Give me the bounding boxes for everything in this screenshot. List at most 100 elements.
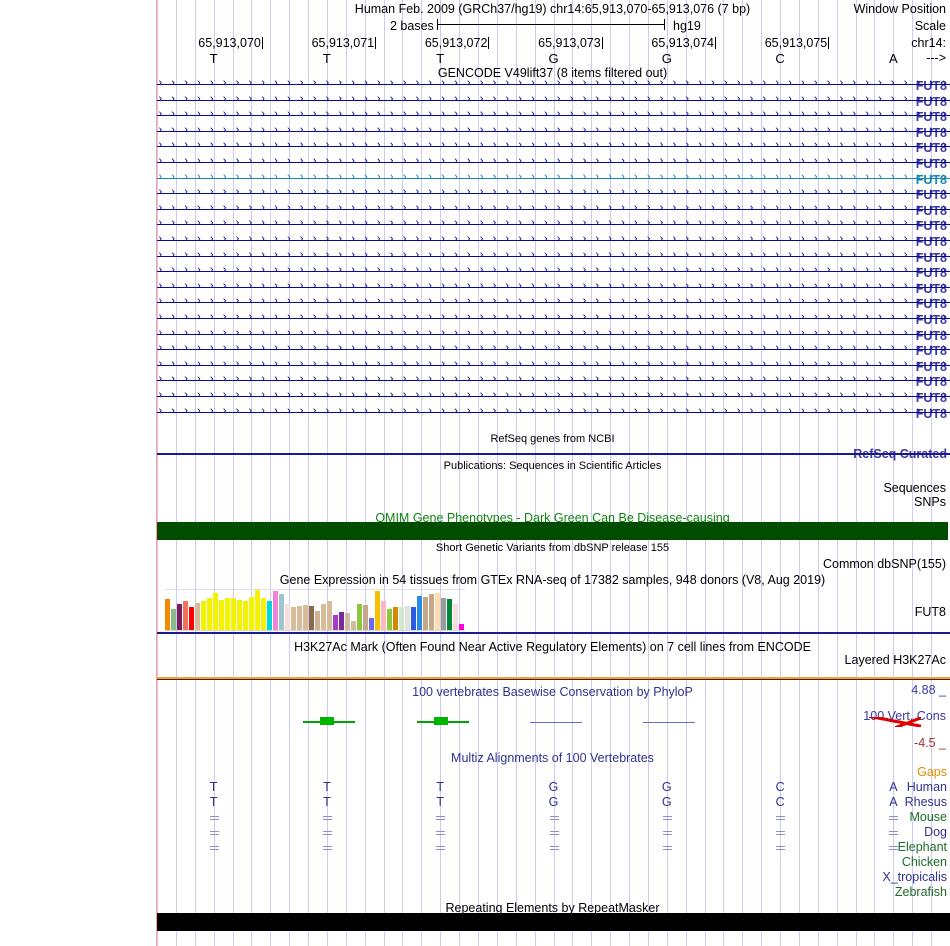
gencode-gene-label[interactable]: FUT8 (915, 204, 947, 218)
gtex-tissue-bar[interactable] (453, 604, 458, 631)
gencode-gene-label[interactable]: FUT8 (915, 219, 947, 233)
gencode-gene-label[interactable]: FUT8 (915, 360, 947, 374)
gtex-tissue-bar[interactable] (417, 596, 422, 631)
dbsnp-label[interactable]: Common dbSNP(155) (823, 557, 946, 571)
gencode-gene-feature[interactable]: › › › › › › › › › › › › › › › › › › › › › › › › › › › › › › › › › › › › › › › ›… (157, 156, 950, 168)
gencode-gene-label[interactable]: FUT8 (915, 79, 947, 93)
h3k27ac-signal-baseline[interactable] (157, 677, 950, 679)
gtex-tissue-bar[interactable] (207, 598, 212, 631)
gencode-gene-feature[interactable]: › › › › › › › › › › › › › › › › › › › › › › › › › › › › › › › › › › › › › › › ›… (157, 296, 950, 308)
gtex-tissue-bar[interactable] (195, 603, 200, 631)
gencode-gene-feature[interactable]: › › › › › › › › › › › › › › › › › › › › › › › › › › › › › › › › › › › › › › › ›… (157, 187, 950, 199)
gtex-tissue-bar[interactable] (369, 618, 374, 631)
gencode-gene-feature[interactable]: › › › › › › › › › › › › › › › › › › › › › › › › › › › › › › › › › › › › › › › ›… (157, 406, 950, 418)
gencode-gene-label[interactable]: FUT8 (915, 407, 947, 421)
omim-feature-bar[interactable] (157, 522, 948, 540)
gtex-tissue-bar[interactable] (267, 601, 272, 631)
gtex-tissue-bar[interactable] (327, 601, 332, 631)
gtex-tissue-bar[interactable] (429, 594, 434, 631)
gtex-tissue-bar[interactable] (411, 607, 416, 631)
multiz-gaps-label[interactable]: Gaps (917, 765, 947, 779)
gencode-gene-feature[interactable]: › › › › › › › › › › › › › › › › › › › › › › › › › › › › › › › › › › › › › › › ›… (157, 281, 950, 293)
gencode-gene-label[interactable]: FUT8 (915, 173, 947, 187)
gtex-tissue-bar[interactable] (261, 598, 266, 631)
gencode-gene-feature[interactable]: › › › › › › › › › › › › › › › › › › › › › › › › › › › › › › › › › › › › › › › ›… (157, 374, 950, 386)
gtex-tissue-bar[interactable] (297, 606, 302, 631)
publications-sequences-label[interactable]: Sequences (883, 481, 946, 495)
gencode-gene-feature[interactable]: › › › › › › › › › › › › › › › › › › › › › › › › › › › › › › › › › › › › › › › ›… (157, 78, 950, 90)
gtex-tissue-bar[interactable] (291, 607, 296, 631)
gencode-gene-feature[interactable]: › › › › › › › › › › › › › › › › › › › › › › › › › › › › › › › › › › › › › › › ›… (157, 125, 950, 137)
gencode-gene-label[interactable]: FUT8 (915, 344, 947, 358)
publications-snps-label[interactable]: SNPs (914, 495, 946, 509)
gtex-tissue-bar[interactable] (201, 601, 206, 631)
gencode-gene-label[interactable]: FUT8 (915, 297, 947, 311)
conservation-signal-plot[interactable] (157, 681, 950, 749)
gencode-gene-feature[interactable]: › › › › › › › › › › › › › › › › › › › › › › › › › › › › › › › › › › › › › › › ›… (157, 140, 950, 152)
multiz-species-label[interactable]: Dog (924, 825, 947, 839)
gencode-gene-feature[interactable]: › › › › › › › › › › › › › › › › › › › › › › › › › › › › › › › › › › › › › › › ›… (157, 172, 950, 184)
gtex-tissue-bar[interactable] (357, 604, 362, 631)
gtex-tissue-bar[interactable] (351, 621, 356, 631)
gtex-tissue-bar[interactable] (423, 597, 428, 631)
gencode-gene-feature[interactable]: › › › › › › › › › › › › › › › › › › › › › › › › › › › › › › › › › › › › › › › ›… (157, 390, 950, 402)
multiz-species-label[interactable]: Human (906, 780, 947, 794)
gencode-gene-label[interactable]: FUT8 (915, 329, 947, 343)
gencode-gene-label[interactable]: FUT8 (915, 266, 947, 280)
multiz-species-label[interactable]: Rhesus (904, 795, 947, 809)
gencode-gene-label[interactable]: FUT8 (915, 313, 947, 327)
h3k27ac-label[interactable]: Layered H3K27Ac (844, 653, 946, 667)
gtex-tissue-bar[interactable] (273, 591, 278, 631)
gencode-gene-label[interactable]: FUT8 (915, 375, 947, 389)
gtex-tissue-bar[interactable] (171, 609, 176, 631)
gtex-tissue-bar[interactable] (333, 615, 338, 631)
multiz-species-label[interactable]: X_tropicalis (882, 870, 947, 884)
gencode-gene-feature[interactable]: › › › › › › › › › › › › › › › › › › › › › › › › › › › › › › › › › › › › › › › ›… (157, 312, 950, 324)
gencode-gene-feature[interactable]: › › › › › › › › › › › › › › › › › › › › › › › › › › › › › › › › › › › › › › › ›… (157, 109, 950, 121)
repeatmasker-feature-bar[interactable] (157, 913, 950, 931)
multiz-species-label[interactable]: Chicken (901, 855, 947, 869)
gencode-gene-label[interactable]: FUT8 (915, 391, 947, 405)
gtex-tissue-bar[interactable] (249, 597, 254, 631)
multiz-species-label[interactable]: Zebrafish (894, 885, 947, 899)
gtex-tissue-bar[interactable] (375, 591, 380, 631)
gtex-tissue-bar[interactable] (213, 593, 218, 631)
gtex-tissue-bar[interactable] (183, 601, 188, 631)
gtex-tissue-bar[interactable] (315, 611, 320, 631)
gtex-tissue-bar[interactable] (177, 604, 182, 631)
gtex-tissue-bar[interactable] (279, 594, 284, 631)
gtex-tissue-bar[interactable] (231, 598, 236, 631)
gtex-tissue-bar[interactable] (321, 604, 326, 631)
gencode-gene-feature[interactable]: › › › › › › › › › › › › › › › › › › › › › › › › › › › › › › › › › › › › › › › ›… (157, 328, 950, 340)
gtex-tissue-bar[interactable] (225, 598, 230, 631)
gencode-gene-feature[interactable]: › › › › › › › › › › › › › › › › › › › › › › › › › › › › › › › › › › › › › › › ›… (157, 234, 950, 246)
gtex-tissue-bar[interactable] (441, 598, 446, 631)
gtex-tissue-bar[interactable] (219, 600, 224, 631)
gtex-tissue-bar[interactable] (435, 593, 440, 631)
gtex-tissue-bar[interactable] (363, 605, 368, 631)
gencode-gene-label[interactable]: FUT8 (915, 157, 947, 171)
gtex-label[interactable]: FUT8 (914, 605, 946, 619)
gtex-expression-barchart[interactable] (165, 589, 465, 631)
gtex-tissue-bar[interactable] (459, 624, 464, 631)
gtex-tissue-bar[interactable] (255, 589, 260, 631)
gtex-tissue-bar[interactable] (405, 606, 410, 631)
gtex-tissue-bar[interactable] (189, 607, 194, 631)
gencode-gene-label[interactable]: FUT8 (915, 251, 947, 265)
gencode-gene-feature[interactable]: › › › › › › › › › › › › › › › › › › › › › › › › › › › › › › › › › › › › › › › ›… (157, 218, 950, 230)
multiz-species-label[interactable]: Elephant (897, 840, 947, 854)
gencode-gene-label[interactable]: FUT8 (915, 110, 947, 124)
gencode-gene-feature[interactable]: › › › › › › › › › › › › › › › › › › › › › › › › › › › › › › › › › › › › › › › ›… (157, 343, 950, 355)
gencode-gene-feature[interactable]: › › › › › › › › › › › › › › › › › › › › › › › › › › › › › › › › › › › › › › › ›… (157, 250, 950, 262)
gtex-tissue-bar[interactable] (285, 604, 290, 631)
gencode-gene-label[interactable]: FUT8 (915, 141, 947, 155)
gtex-tissue-bar[interactable] (309, 606, 314, 631)
gtex-tissue-bar[interactable] (237, 600, 242, 631)
gtex-tissue-bar[interactable] (447, 599, 452, 631)
gtex-tissue-bar[interactable] (399, 607, 404, 631)
gencode-gene-label[interactable]: FUT8 (915, 95, 947, 109)
gtex-tissue-bar[interactable] (393, 607, 398, 631)
gencode-gene-label[interactable]: FUT8 (915, 126, 947, 140)
gencode-gene-label[interactable]: FUT8 (915, 188, 947, 202)
